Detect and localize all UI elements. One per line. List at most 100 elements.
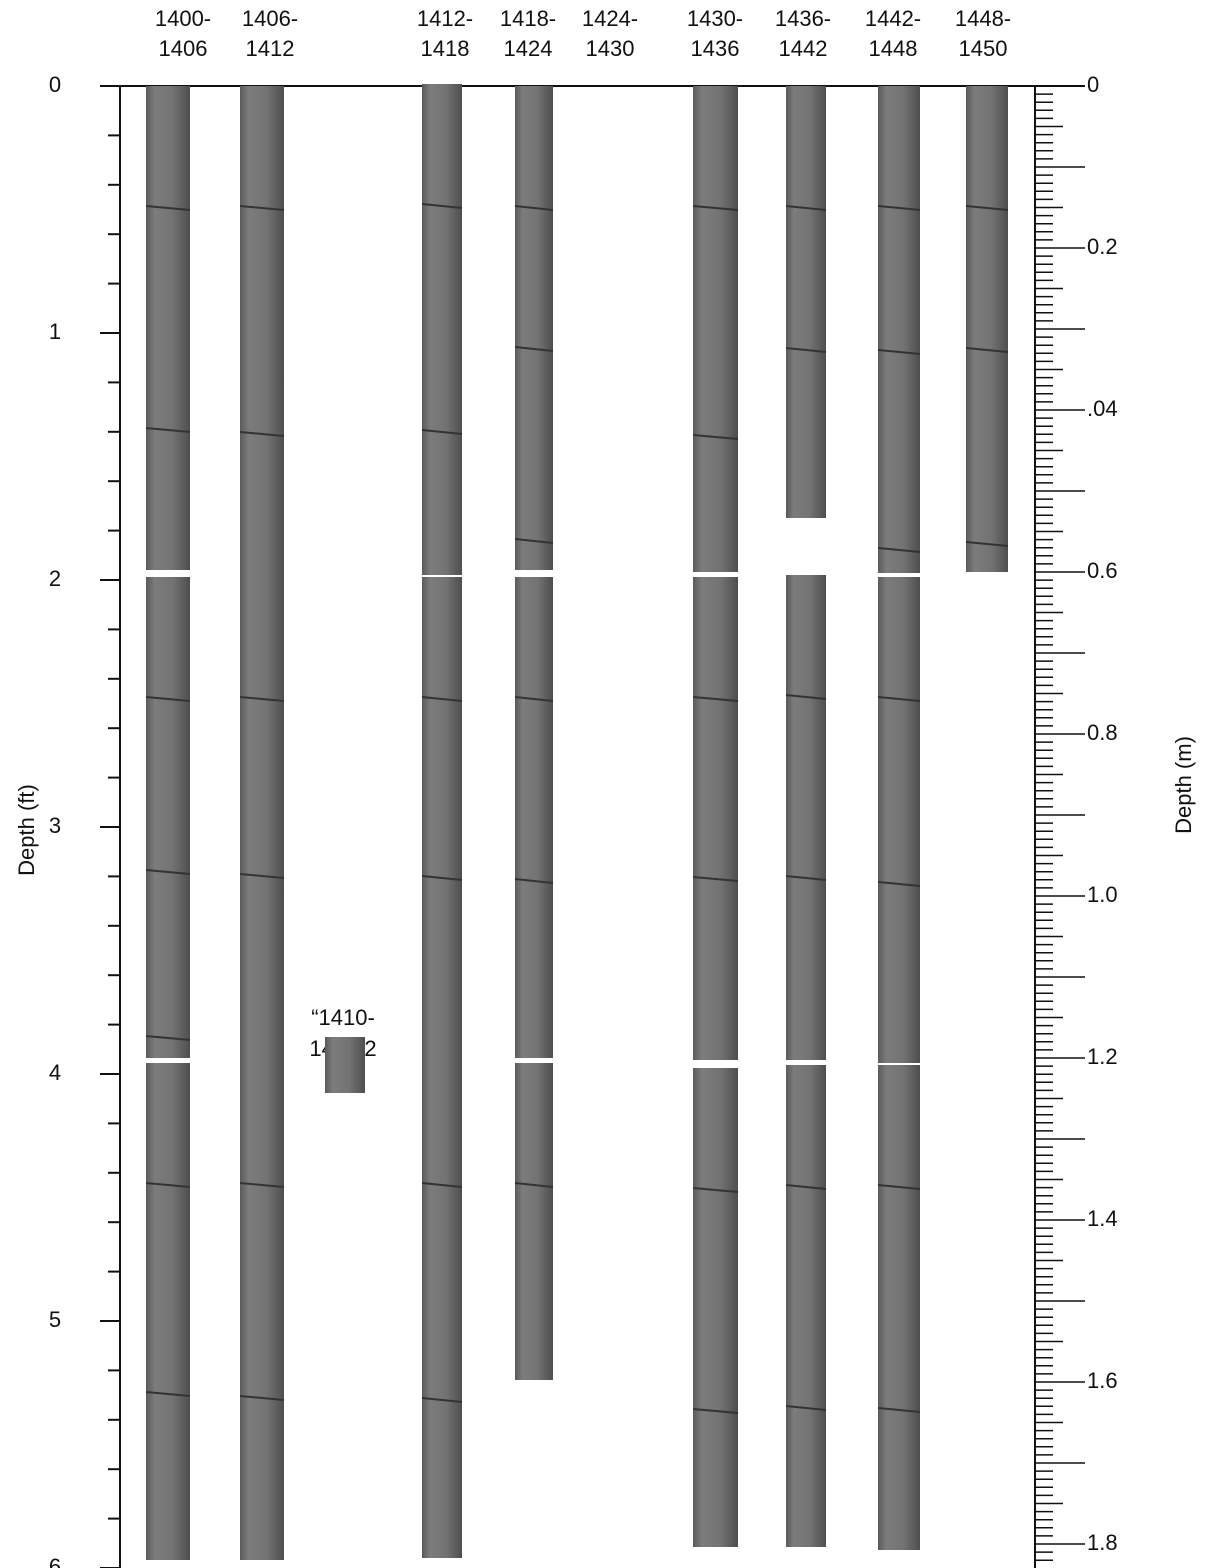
core-break: [514, 538, 554, 544]
core-break: [785, 347, 827, 353]
annotation: “1410-: [311, 1005, 375, 1030]
column-label: 1442-: [865, 6, 921, 31]
core-break: [785, 205, 827, 211]
right-tick-label: .04: [1087, 396, 1118, 421]
core-break: [145, 1035, 191, 1041]
column-label: 1406-: [242, 6, 298, 31]
core-break: [692, 696, 739, 702]
column-label: 1412: [246, 36, 295, 61]
right-tick-label: 1.6: [1087, 1368, 1118, 1393]
core-break: [514, 878, 554, 884]
core-break: [785, 1405, 827, 1411]
core-break: [145, 696, 191, 702]
core-photo: [878, 1065, 920, 1550]
right-axis-title: Depth (m): [1171, 736, 1196, 834]
core-break: [239, 873, 285, 879]
core-break: [421, 429, 463, 435]
core-break: [877, 881, 921, 887]
core-photo: [693, 86, 738, 572]
right-tick-label: 1.2: [1087, 1044, 1118, 1069]
core-break: [785, 875, 827, 881]
core-break: [239, 205, 285, 211]
core-photo: [515, 86, 553, 570]
core-photo: [422, 84, 462, 575]
right-tick-label: 0.6: [1087, 558, 1118, 583]
core-photo: [240, 577, 284, 1063]
left-tick-label: 2: [49, 566, 61, 591]
left-axis-title: Depth (ft): [14, 784, 39, 876]
core-break: [145, 205, 191, 211]
column-label: 1400-: [155, 6, 211, 31]
core-break: [514, 346, 554, 352]
core-break: [877, 349, 921, 355]
core-photo: [786, 575, 826, 1060]
core-break: [145, 427, 191, 433]
core-break: [421, 1182, 463, 1188]
column-label: 1450: [959, 36, 1008, 61]
core-photo: [515, 577, 553, 1058]
column-label: 1430: [586, 36, 635, 61]
core-break: [692, 1408, 739, 1414]
core-break: [692, 1187, 739, 1193]
core-break: [877, 205, 921, 211]
column-label: 1448: [869, 36, 918, 61]
core-photo: [878, 577, 920, 1063]
right-tick-label: 0.2: [1087, 234, 1118, 259]
column-label: 1436: [691, 36, 740, 61]
column-label: 1424: [504, 36, 553, 61]
column-label: 1412-: [417, 6, 473, 31]
column-label: 1424-: [582, 6, 638, 31]
column-label: 1406: [159, 36, 208, 61]
left-tick-label: 1: [49, 319, 61, 344]
right-tick-label: 0.8: [1087, 720, 1118, 745]
core-break: [785, 694, 827, 700]
right-tick-label: 1.4: [1087, 1206, 1118, 1231]
core-photo: [146, 1063, 190, 1560]
core-break: [965, 205, 1009, 211]
core-photo: [786, 1065, 826, 1547]
column-label: 1442: [779, 36, 828, 61]
core-photo: [966, 86, 1008, 572]
core-break: [145, 1182, 191, 1188]
core-break: [785, 1184, 827, 1190]
core-break: [965, 541, 1009, 547]
column-label: 1448-: [955, 6, 1011, 31]
core-photo: [693, 577, 738, 1060]
core-photo: [422, 577, 462, 1063]
core-break: [514, 205, 554, 211]
core-break: [421, 1397, 463, 1403]
left-tick-label: 3: [49, 813, 61, 838]
core-break: [965, 347, 1009, 353]
core-break: [877, 1184, 921, 1190]
column-label: 1418: [421, 36, 470, 61]
right-tick-label: 1.8: [1087, 1530, 1118, 1555]
column-label: 1418-: [500, 6, 556, 31]
left-tick-label: 4: [49, 1060, 61, 1085]
core-break: [145, 1391, 191, 1397]
core-break: [877, 547, 921, 553]
core-photo: [325, 1037, 365, 1093]
core-photo: [693, 1068, 738, 1547]
core-break: [514, 696, 554, 702]
core-photo: [515, 1063, 553, 1380]
left-tick-label: 0: [49, 72, 61, 97]
core-photo: [240, 86, 284, 577]
core-photo: [786, 86, 826, 518]
left-tick-label: 6: [49, 1554, 61, 1568]
core-break: [239, 1395, 285, 1401]
right-tick-label: 0: [1087, 72, 1099, 97]
core-break: [877, 1407, 921, 1413]
right-tick-label: 1.0: [1087, 882, 1118, 907]
core-break: [877, 696, 921, 702]
core-break: [514, 1182, 554, 1188]
core-photo: [422, 1063, 462, 1558]
core-photo: [878, 86, 920, 573]
core-photo: [146, 577, 190, 1058]
core-photo: [146, 86, 190, 570]
left-tick-label: 5: [49, 1307, 61, 1332]
core-break: [239, 1182, 285, 1188]
core-break: [239, 696, 285, 702]
core-break: [692, 876, 739, 882]
core-break: [145, 869, 191, 875]
